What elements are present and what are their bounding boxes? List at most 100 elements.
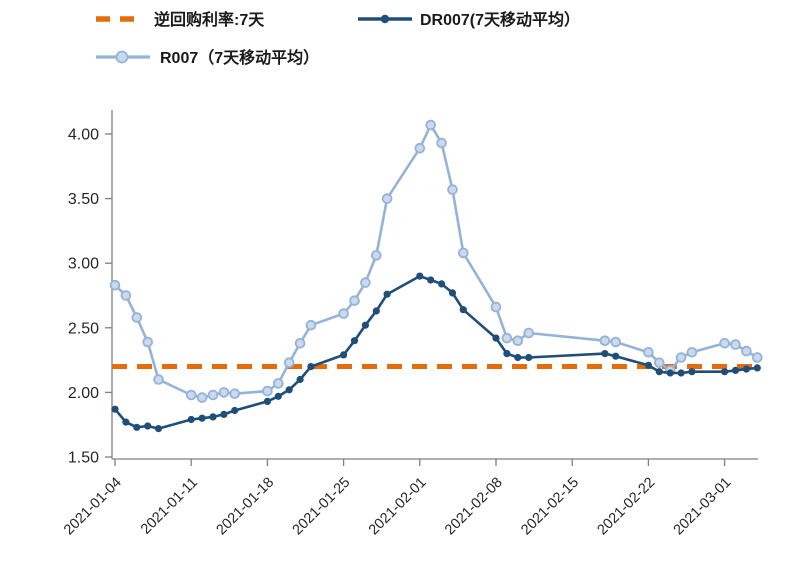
r007-point-marker xyxy=(142,336,154,348)
x-tick-label: 2021-01-18 xyxy=(213,475,277,539)
r007-point-marker xyxy=(120,290,132,301)
r007-point-marker xyxy=(196,392,208,403)
dr007-point-marker xyxy=(459,306,467,314)
r007-marker-sample-icon xyxy=(115,50,129,64)
r007-point-marker xyxy=(349,295,360,307)
legend-dr007-label: DR007(7天移动平均） xyxy=(420,10,580,29)
dr007-point-marker xyxy=(492,334,500,342)
y-tick-label: 4.00 xyxy=(68,127,99,144)
dr007-point-marker xyxy=(438,280,446,288)
r007-point-marker xyxy=(686,346,698,358)
dr007-point-marker xyxy=(307,363,315,371)
dr007-point-marker xyxy=(350,337,359,345)
x-tick-label: 2021-01-04 xyxy=(61,475,125,539)
r007-point-marker xyxy=(610,336,621,348)
y-tick-label: 3.00 xyxy=(68,256,99,273)
dr007-point-marker xyxy=(209,413,217,421)
dr007-point-marker xyxy=(383,290,391,298)
dr007-point-marker xyxy=(133,423,141,431)
r007-point-marker xyxy=(741,345,752,357)
dr007-point-marker xyxy=(274,392,282,400)
r007-point-marker xyxy=(360,277,371,288)
dr007-point-marker xyxy=(154,425,163,433)
dr007-point-marker xyxy=(340,351,348,359)
dr007-point-marker xyxy=(514,353,522,362)
dr007-point-marker xyxy=(503,350,511,358)
dr007-point-marker xyxy=(361,321,369,329)
r007-point-marker xyxy=(207,389,219,401)
r007-point-marker xyxy=(436,137,447,149)
r007-markers xyxy=(109,119,763,403)
y-tick-label: 2.50 xyxy=(68,320,99,337)
dr007-point-marker xyxy=(187,415,195,424)
r007-point-marker xyxy=(338,308,349,319)
y-tick-label: 1.50 xyxy=(68,450,99,467)
legend-r007-label: R007（7天移动平均） xyxy=(160,48,319,67)
dr007-point-marker xyxy=(753,364,761,372)
dr007-point-marker xyxy=(122,418,130,426)
dr007-point-marker xyxy=(285,386,293,394)
r007-point-marker xyxy=(653,357,665,369)
legend-repo-rate-label: 逆回购利率:7天 xyxy=(154,10,265,29)
dr007-point-marker xyxy=(612,352,620,360)
r007-point-marker xyxy=(131,312,143,323)
r007-point-marker xyxy=(457,247,469,259)
x-tick-label: 2021-02-01 xyxy=(366,475,430,539)
dr007-markers xyxy=(111,272,761,433)
dr007-line xyxy=(113,274,759,430)
dr007-point-marker xyxy=(231,406,239,415)
r007-point-marker xyxy=(370,250,382,261)
r007-point-marker xyxy=(425,119,437,131)
x-tick-label: 2021-02-15 xyxy=(518,475,582,539)
x-tick-label: 2021-02-22 xyxy=(594,475,658,539)
legend-item-r007: R007（7天移动平均） xyxy=(96,48,319,67)
x-tick-label: 2021-02-08 xyxy=(442,475,506,539)
x-tick-label: 2021-01-11 xyxy=(138,475,201,538)
r007-point-marker xyxy=(719,337,730,349)
r007-point-marker xyxy=(109,279,121,291)
r007-point-marker xyxy=(283,357,295,369)
dr007-point-marker xyxy=(448,289,457,297)
y-tick-label: 2.00 xyxy=(68,385,99,402)
r007-point-marker xyxy=(262,385,273,397)
r007-line xyxy=(113,123,759,399)
r007-point-marker xyxy=(751,352,763,363)
legend-item-dr007: DR007(7天移动平均） xyxy=(358,10,580,29)
dr007-point-marker xyxy=(655,368,663,376)
dr007-point-marker xyxy=(296,375,304,384)
x-tick-label: 2021-01-25 xyxy=(290,475,354,539)
dr007-point-marker xyxy=(427,276,435,284)
dr007-point-marker xyxy=(416,272,424,280)
dr007-point-marker xyxy=(688,368,696,376)
r007-point-marker xyxy=(229,388,241,400)
dr007-point-marker xyxy=(525,353,533,362)
dr007-point-marker xyxy=(644,361,653,369)
y-tick-label: 3.50 xyxy=(68,191,99,208)
r007-point-marker xyxy=(599,335,611,347)
r007-point-marker xyxy=(272,378,284,389)
dr007-point-marker xyxy=(731,366,740,374)
r007-point-marker xyxy=(414,142,426,154)
r007-point-marker xyxy=(381,193,393,204)
dr007-marker-sample-icon xyxy=(380,14,390,24)
dr007-point-marker xyxy=(198,414,206,422)
dr007-point-marker xyxy=(742,365,751,373)
dr007-point-marker xyxy=(144,422,152,430)
r007-point-marker xyxy=(294,337,306,349)
r007-point-marker xyxy=(512,335,524,347)
dr007-point-marker xyxy=(721,368,729,376)
r007-point-marker xyxy=(218,387,230,398)
r007-point-marker xyxy=(643,346,654,358)
r007-point-marker xyxy=(501,332,513,344)
x-tick-label: 2021-03-01 xyxy=(671,475,735,539)
dr007-point-marker xyxy=(111,405,119,413)
dr007-point-marker xyxy=(220,410,228,418)
dr007-point-marker xyxy=(372,307,380,315)
r007-point-marker xyxy=(153,374,164,385)
r007-point-marker xyxy=(675,352,687,363)
dr007-point-marker xyxy=(263,397,271,405)
r007-point-marker xyxy=(447,184,458,195)
